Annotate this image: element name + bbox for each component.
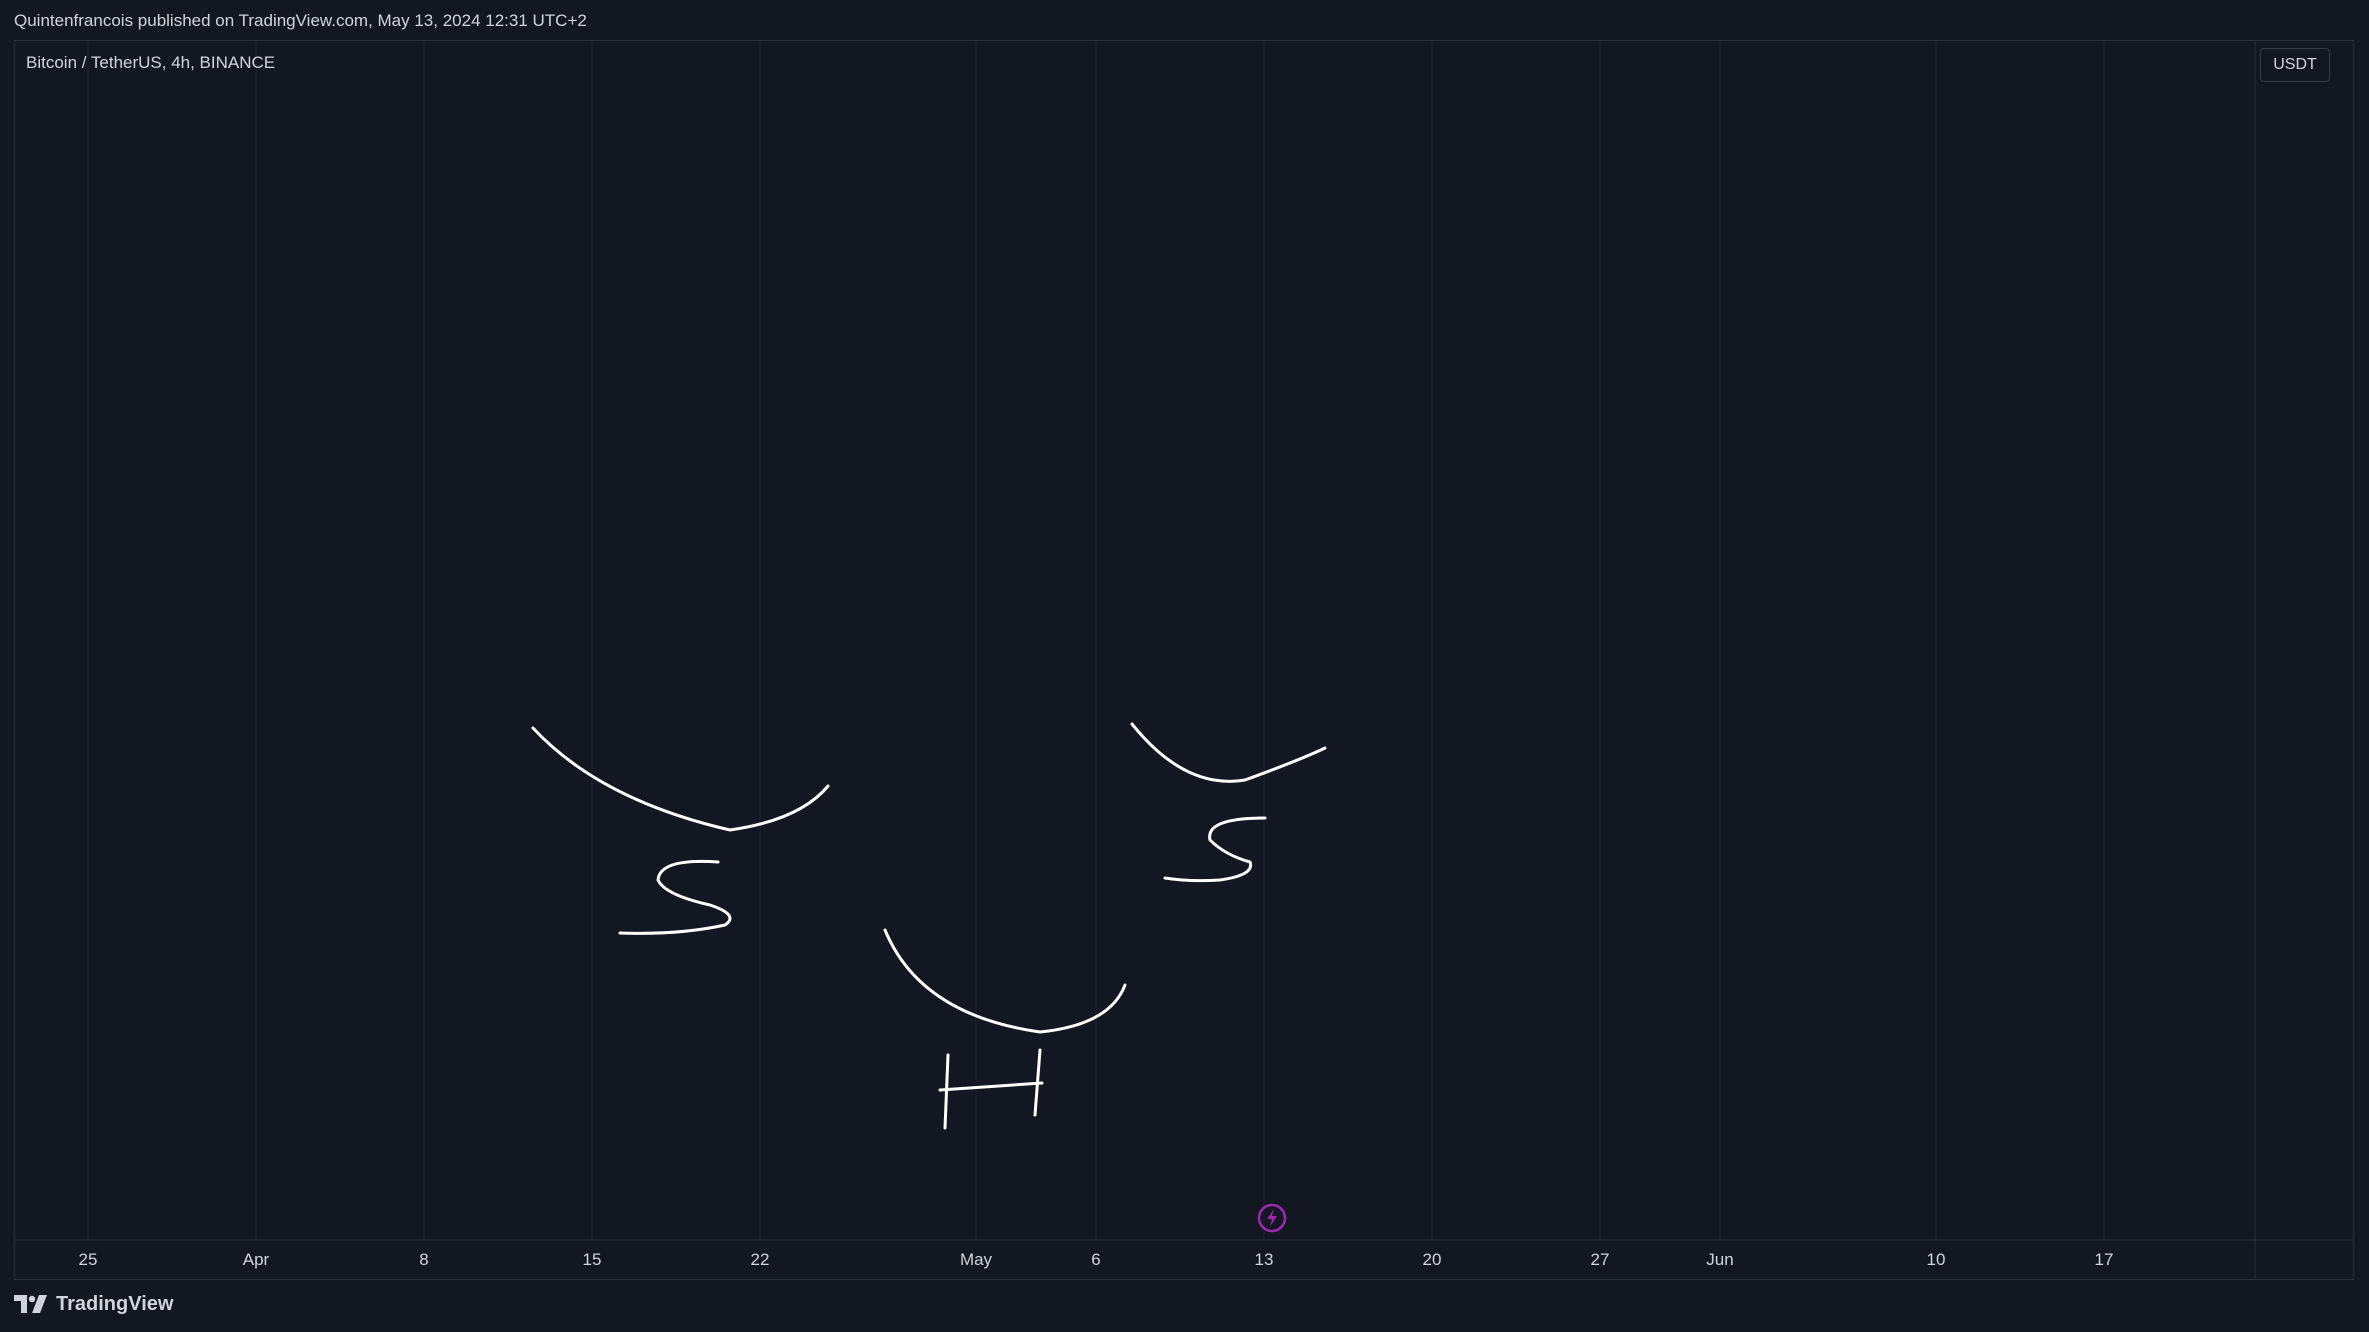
x-tick-label: 15	[583, 1250, 602, 1269]
annotation-layer: S H S	[531, 722, 1327, 1130]
time-axis: 25 Apr 8 15 22 May 6 13 20 27 Jun 10 17	[15, 1239, 2354, 1269]
currency-button[interactable]: USDT	[2260, 48, 2330, 82]
x-tick-label: 27	[1591, 1250, 1610, 1269]
x-tick-label: 8	[419, 1250, 428, 1269]
annotation-letter-s: S	[1163, 816, 1267, 883]
x-tick-label: 20	[1423, 1250, 1442, 1269]
tradingview-logo-text: TradingView	[56, 1292, 174, 1315]
grid-layer	[87, 41, 2105, 1240]
x-tick-label: 6	[1091, 1250, 1100, 1269]
x-tick-label: 25	[79, 1250, 98, 1269]
x-tick-label: May	[960, 1250, 993, 1269]
chart-frame[interactable]	[14, 40, 2354, 1280]
price-axis: 71000.0070000.0069000.0067000.0066000.00…	[2254, 41, 2256, 1280]
x-tick-label: 22	[751, 1250, 770, 1269]
header-bar: Quintenfrancois published on TradingView…	[0, 0, 2369, 40]
x-tick-label: Jun	[1706, 1250, 1733, 1269]
symbol-title[interactable]: Bitcoin / TetherUS, 4h, BINANCE	[26, 53, 276, 72]
x-tick-label: 17	[2095, 1250, 2114, 1269]
right-shoulder-arc	[1130, 722, 1327, 783]
lightning-icon[interactable]	[1256, 1202, 1288, 1234]
publisher-line: Quintenfrancois published on TradingView…	[14, 11, 587, 30]
tradingview-logo-icon	[14, 1295, 47, 1313]
x-tick-label: 13	[1255, 1250, 1274, 1269]
x-tick-label: Apr	[243, 1250, 270, 1269]
x-tick-label: 10	[1927, 1250, 1946, 1269]
annotation-letter-s: S	[618, 859, 732, 935]
annotation-letter-h: H	[938, 1048, 1044, 1130]
head-arc	[883, 928, 1127, 1034]
left-shoulder-arc	[531, 726, 830, 832]
footer-bar	[0, 1280, 2369, 1332]
tradingview-logo[interactable]: TradingView	[14, 1291, 173, 1317]
